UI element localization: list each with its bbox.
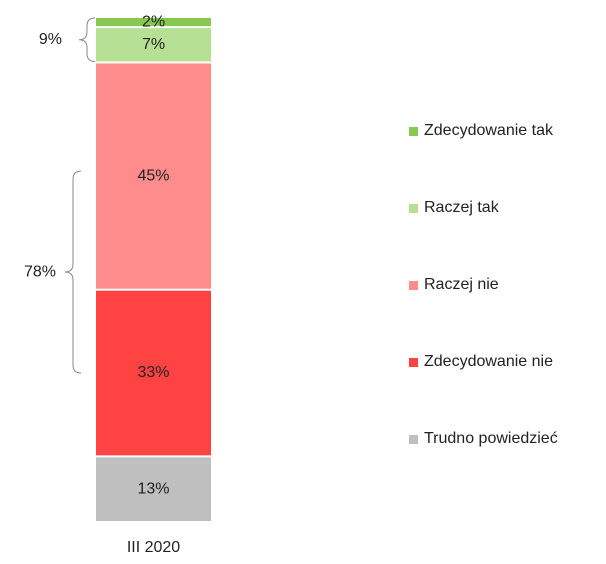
value-label: 45% <box>137 167 169 184</box>
bar-segment <box>96 290 211 456</box>
annotation: 78% <box>24 263 56 280</box>
value-label: 33% <box>137 364 169 381</box>
annotation: 9% <box>39 31 62 48</box>
bracket <box>78 17 96 62</box>
bar-segment <box>96 63 211 289</box>
value-label: 7% <box>142 36 165 53</box>
legend-swatch <box>409 204 418 213</box>
bar-segment <box>96 28 211 62</box>
legend-label: Zdecydowanie nie <box>424 353 553 370</box>
value-label: 2% <box>142 13 165 30</box>
value-label: 13% <box>137 480 169 497</box>
x-tick-label: III 2020 <box>127 539 180 556</box>
legend-swatch <box>409 127 418 136</box>
bar-segment <box>96 18 211 27</box>
legend-swatch <box>409 281 418 290</box>
bracket <box>64 170 82 374</box>
legend-swatch <box>409 435 418 444</box>
legend-swatch <box>409 358 418 367</box>
bar-segment <box>96 457 211 521</box>
legend-label: Trudno powiedzieć <box>424 430 558 447</box>
legend-label: Raczej tak <box>424 199 500 216</box>
legend-label: Zdecydowanie tak <box>424 122 554 139</box>
legend-label: Raczej nie <box>424 276 499 293</box>
